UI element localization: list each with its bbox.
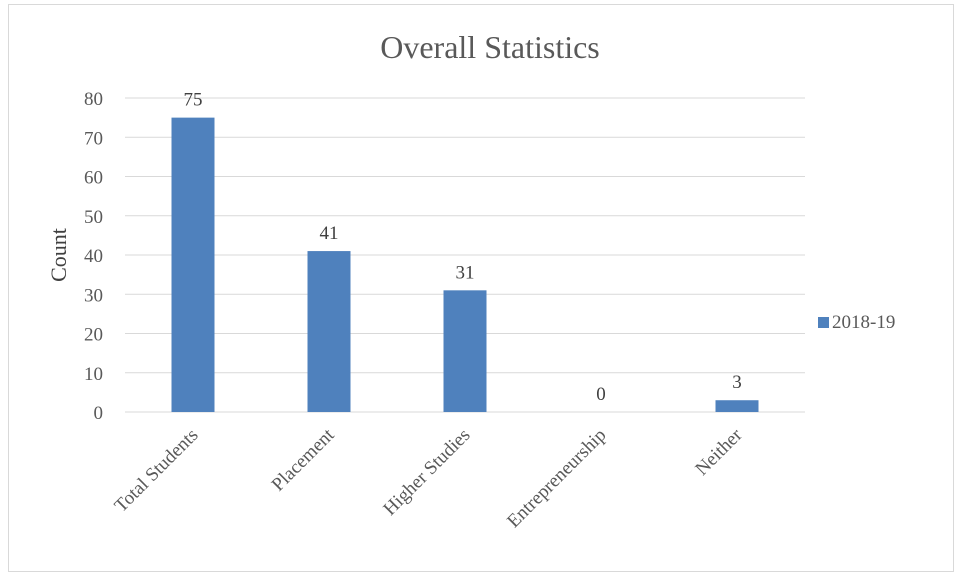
x-axis-categories: Total Students Placement Higher Studies Ent… xyxy=(111,424,747,532)
bar[interactable] xyxy=(307,251,351,412)
y-tick-label: 40 xyxy=(84,246,103,267)
x-tick-label: Total Students xyxy=(111,425,203,517)
data-label: 75 xyxy=(184,90,203,111)
x-tick-label: Entrepreneurship xyxy=(503,425,610,532)
data-label: 31 xyxy=(456,262,475,283)
gridlines xyxy=(125,97,805,413)
legend[interactable]: 2018-19 xyxy=(818,312,895,333)
y-tick-label: 60 xyxy=(84,168,103,189)
data-label: 0 xyxy=(596,384,606,405)
y-tick-label: 50 xyxy=(84,207,103,228)
legend-label-2018-19: 2018-19 xyxy=(832,312,895,333)
legend-swatch xyxy=(818,317,829,328)
y-axis-title: Count xyxy=(46,228,71,282)
data-label: 3 xyxy=(732,372,742,393)
y-tick-label: 70 xyxy=(84,128,103,149)
y-tick-label: 20 xyxy=(84,325,103,346)
y-tick-label: 10 xyxy=(84,364,103,385)
x-tick-label: Neither xyxy=(691,424,747,480)
y-tick-label: 30 xyxy=(84,285,103,306)
chart-frame xyxy=(8,4,954,572)
y-axis-ticks: 0 10 20 30 40 50 60 70 80 xyxy=(84,89,103,424)
x-tick-label: Higher Studies xyxy=(379,425,474,520)
y-tick-label: 80 xyxy=(84,89,103,110)
data-labels: 75 41 31 0 3 xyxy=(184,90,742,405)
bar[interactable] xyxy=(443,290,487,412)
bar[interactable] xyxy=(171,117,215,412)
chart-title: Overall Statistics xyxy=(380,29,600,65)
bars xyxy=(171,117,759,412)
data-label: 41 xyxy=(320,223,339,244)
bar[interactable] xyxy=(715,400,759,412)
x-tick-label: Placement xyxy=(268,424,339,495)
y-tick-label: 0 xyxy=(94,403,104,424)
